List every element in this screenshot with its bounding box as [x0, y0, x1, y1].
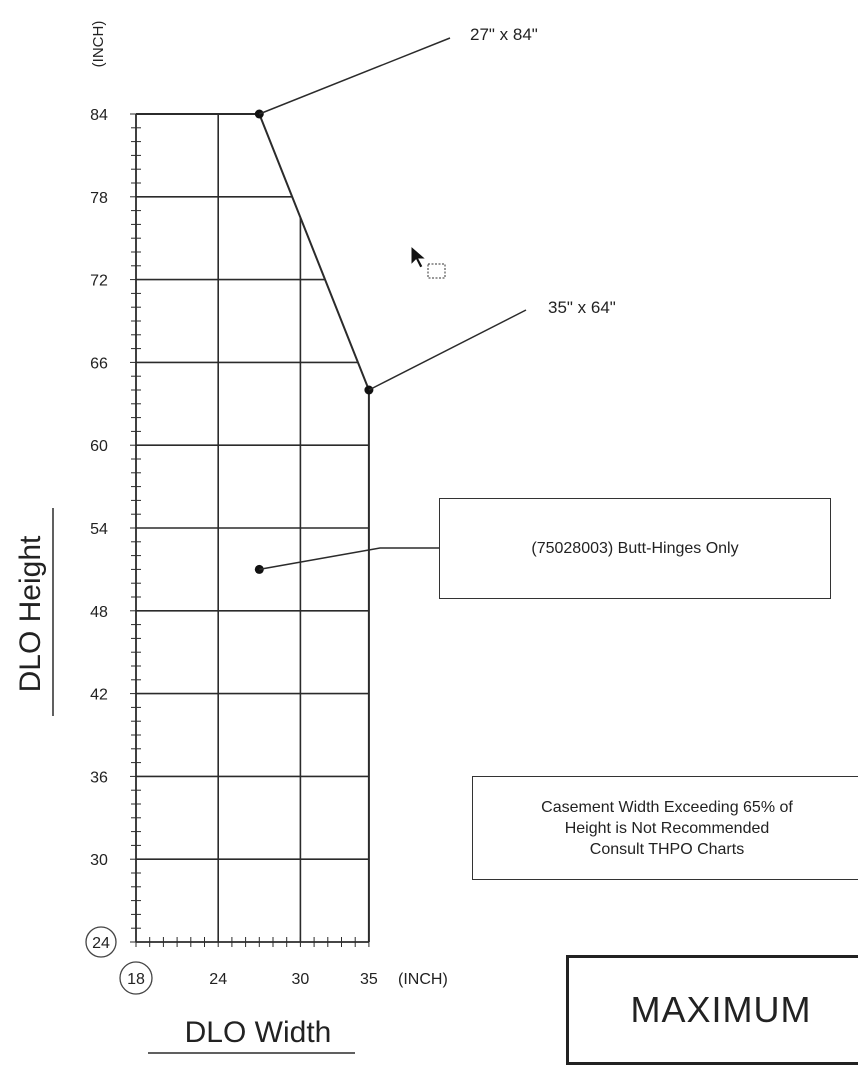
casement-note-line3: Consult THPO Charts	[589, 840, 745, 858]
y-tick-label: 72	[90, 273, 108, 290]
y-tick-label: 60	[90, 438, 108, 455]
casement-note: Casement Width Exceeding 65% of Height i…	[472, 776, 858, 880]
y-tick-label: 36	[90, 769, 108, 786]
y-tick-label: 48	[90, 604, 108, 621]
x-origin-circle	[119, 961, 153, 995]
x-tick-label: 18	[127, 971, 145, 988]
x-unit-label: (INCH)	[398, 971, 448, 988]
casement-note-line2: Height is Not Recommended	[564, 819, 770, 837]
chart-boundary	[136, 109, 374, 942]
chart-ticks	[130, 113, 370, 947]
x-tick-label: 30	[292, 971, 310, 988]
callout-leaders	[259, 37, 527, 571]
y-unit-label: (INCH)	[90, 21, 107, 68]
y-tick-label: 42	[90, 687, 108, 704]
point-label: 35" x 64"	[548, 298, 616, 317]
y-tick-label: 24	[92, 935, 110, 952]
y-tick-label: 78	[90, 190, 108, 207]
butt-hinges-callout: (75028003) Butt-Hinges Only	[439, 498, 831, 599]
x-axis-title: DLO Width	[185, 1016, 332, 1049]
y-axis-title: DLO Height	[14, 535, 47, 692]
leader-line	[368, 309, 527, 391]
chart-labels: 27" x 84" 35" x 64" 84 78 72 66 60 54 48 42 36 30 24…	[14, 21, 616, 1054]
y-tick-label: 84	[90, 107, 108, 124]
mouse-pointer-icon	[410, 244, 446, 279]
leader-line	[259, 547, 439, 571]
leader-line	[259, 37, 451, 115]
y-tick-label: 66	[90, 355, 108, 372]
butt-hinges-text: (75028003) Butt-Hinges Only	[531, 539, 739, 557]
y-origin-circle	[85, 926, 117, 958]
y-tick-label: 30	[90, 852, 108, 869]
point-label: 27" x 84"	[470, 25, 538, 44]
x-tick-label: 35	[360, 971, 378, 988]
casement-note-line1: Casement Width Exceeding 65% of	[541, 798, 793, 816]
max-boundary-line	[136, 113, 370, 942]
maximum-label-box: MAXIMUM	[566, 955, 858, 1065]
chart-grid	[135, 113, 369, 943]
maximum-label: MAXIMUM	[630, 989, 812, 1030]
x-tick-label: 24	[209, 971, 227, 988]
y-tick-label: 54	[90, 521, 108, 538]
